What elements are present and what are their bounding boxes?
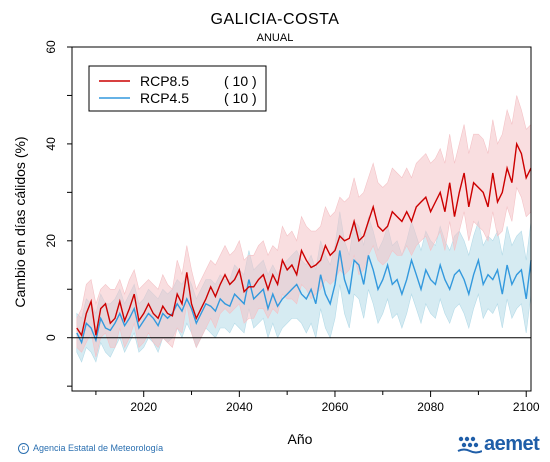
uncertainty-bands: [76, 95, 532, 363]
credit-text: c Agencia Estatal de Meteorología: [18, 443, 163, 455]
legend-count-rcp45: ( 10 ): [224, 90, 257, 106]
legend-count-rcp85: ( 10 ): [224, 73, 257, 89]
x-tick-label: 2100: [513, 400, 540, 414]
legend-box: [88, 65, 267, 112]
y-axis-label: Cambio en días cálidos (%): [12, 136, 28, 308]
y-axis: 0 20 40 60: [44, 40, 72, 387]
x-axis: 2020 2040 2060 2080 2100: [95, 391, 540, 414]
aemet-logo: aemet: [456, 433, 540, 456]
legend-label-rcp85: RCP8.5: [140, 73, 189, 89]
y-tick-label: 60: [44, 40, 58, 54]
x-tick-label: 2020: [130, 400, 157, 414]
y-tick-label: 20: [44, 234, 58, 248]
plot-frame: [71, 46, 532, 392]
y-tick-label: 0: [44, 334, 58, 341]
series-line-rcp45: [76, 250, 532, 345]
y-tick-label: 40: [44, 137, 58, 151]
legend: RCP8.5 ( 10 ) RCP4.5 ( 10 ): [88, 65, 267, 112]
series-line-rcp85: [76, 141, 532, 338]
x-tick-label: 2080: [417, 400, 444, 414]
x-axis-label: Año: [287, 431, 313, 447]
legend-label-rcp45: RCP4.5: [140, 90, 189, 106]
copyright-icon: c: [18, 443, 29, 455]
x-tick-label: 2040: [226, 400, 253, 414]
series-lines: [76, 141, 532, 345]
chart-subtitle: ANUAL: [256, 32, 294, 44]
x-tick-label: 2060: [322, 400, 349, 414]
aemet-logo-icon: [457, 436, 482, 454]
chart-title: GALICIA-COSTA: [210, 11, 340, 28]
